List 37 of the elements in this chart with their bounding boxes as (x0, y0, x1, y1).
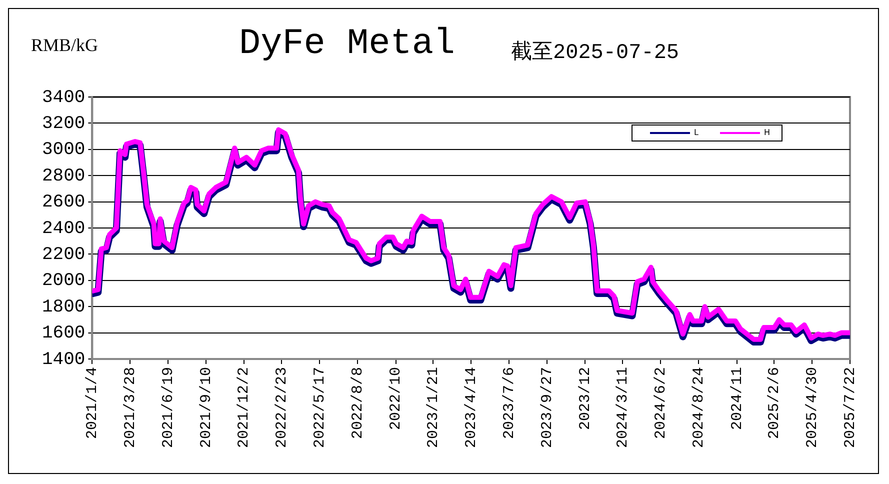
x-tick-label: 2023/1/21 (425, 366, 442, 448)
x-tick-label: 2024/6/2 (652, 366, 670, 439)
chart-title: DyFe Metal (239, 23, 456, 64)
y-tick-label: 2000 (42, 271, 86, 292)
chart-subtitle: 截至2025-07-25 (511, 40, 680, 65)
y-tick-label: 1800 (42, 297, 86, 318)
y-axis-title: RMB/kG (31, 35, 98, 56)
y-tick-label: 2600 (42, 192, 86, 213)
y-tick-label: 2200 (42, 244, 86, 265)
legend-label: L (694, 128, 699, 138)
legend-label: H (764, 128, 770, 138)
x-tick-label: 2025/7/22 (842, 366, 859, 448)
x-tick-label: 2022/2/23 (274, 366, 291, 448)
x-tick-label: 2023/12 (577, 366, 594, 430)
y-tick-label: 3200 (42, 114, 86, 134)
x-tick-label: 2022/10 (388, 366, 405, 430)
x-tick-label: 2021/12/2 (236, 366, 253, 448)
x-tick-label: 2022/8/8 (349, 366, 366, 439)
x-tick-label: 2023/9/27 (538, 366, 556, 448)
x-tick-label: 2021/6/19 (160, 366, 177, 448)
x-tick-label: 2024/3/11 (614, 366, 632, 448)
x-tick-label: 2021/1/4 (84, 366, 102, 439)
x-tick-label: 2023/7/6 (500, 366, 518, 439)
x-tick-label: 2021/3/28 (122, 366, 140, 448)
x-tick-label: 2025/4/30 (804, 366, 822, 448)
x-tick-label: 2025/2/6 (766, 366, 784, 439)
y-tick-label: 2800 (42, 166, 86, 186)
y-tick-label: 2400 (42, 218, 86, 239)
y-tick-label: 1600 (42, 324, 86, 344)
y-tick-label: 3400 (42, 88, 86, 108)
y-tick-label: 3000 (42, 140, 86, 160)
x-tick-label: 2023/4/14 (463, 366, 480, 448)
x-tick-label: 2024/8/24 (690, 366, 708, 448)
x-tick-label: 2021/9/10 (198, 366, 215, 448)
y-tick-label: 1400 (42, 350, 86, 370)
x-tick-label: 2024/11 (728, 366, 746, 430)
x-tick-label: 2022/5/17 (312, 366, 329, 448)
